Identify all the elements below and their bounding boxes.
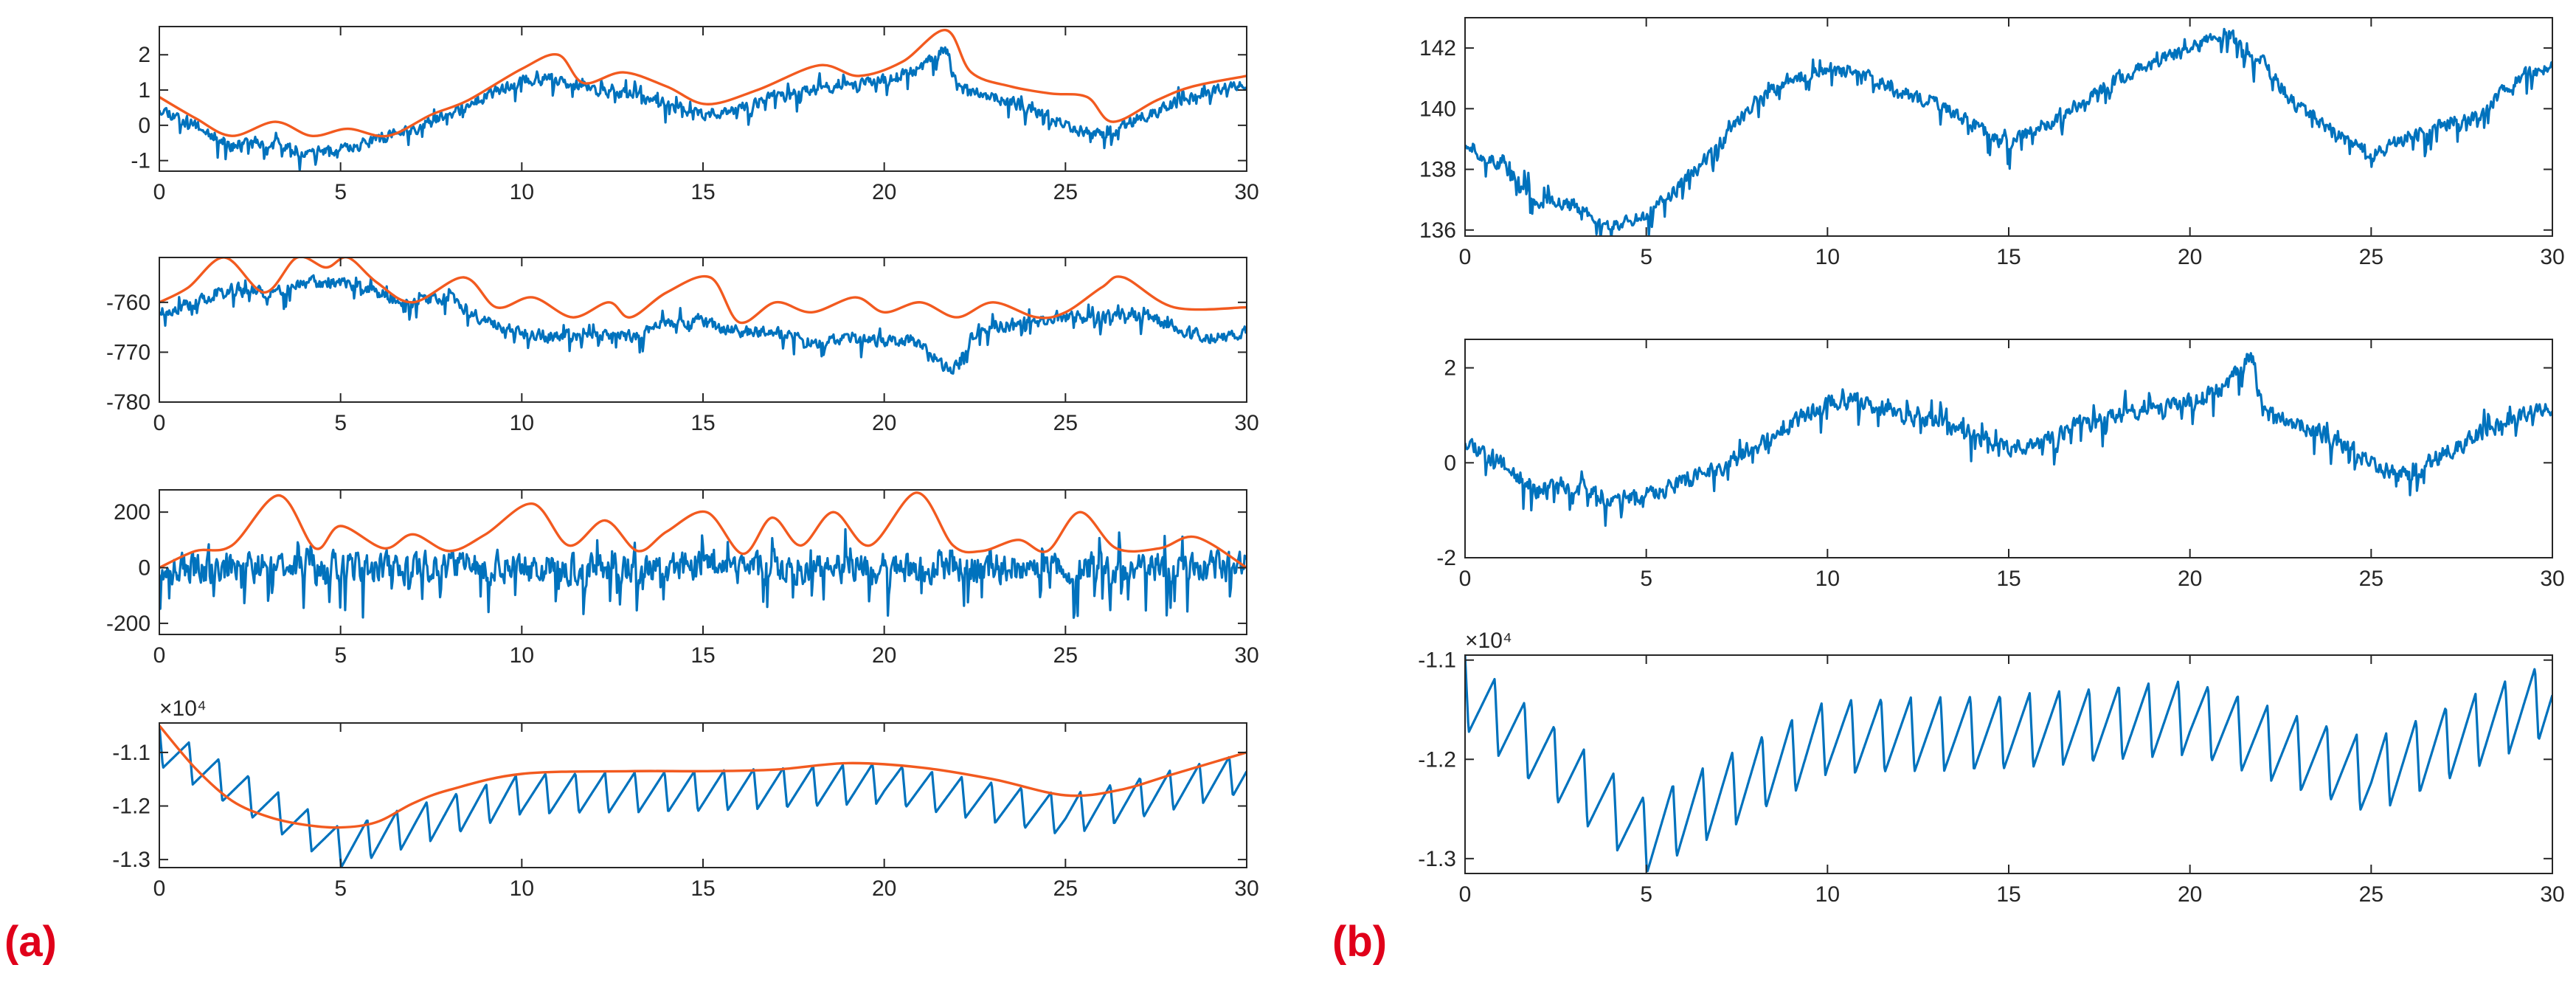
series-a1-signal	[159, 46, 1247, 171]
ytick-label-b1: 142	[1419, 36, 1456, 60]
xtick-label-a2: 15	[690, 411, 715, 435]
xtick-label-b2: 30	[2540, 567, 2564, 591]
chart-a2: 0 5 10 15 20 25 30 -780 -770 -760	[106, 257, 1259, 435]
ytick-label-b1: 136	[1419, 218, 1456, 243]
xtick-label-b2: 20	[2178, 567, 2202, 591]
xtick-label-a4: 5	[334, 876, 347, 901]
ytick-label-b1: 138	[1419, 158, 1456, 182]
xtick-label-b2: 10	[1815, 567, 1840, 591]
xtick-label-a1: 0	[153, 180, 166, 204]
xtick-label-b3: 5	[1640, 882, 1652, 907]
xtick-label-b1: 10	[1815, 245, 1840, 269]
xtick-label-a4: 30	[1234, 876, 1258, 901]
ytick-label-b1: 140	[1419, 97, 1456, 121]
xtick-label-a1: 10	[510, 180, 534, 204]
ytick-label-b3: -1.3	[1418, 847, 1456, 871]
xtick-label-a3: 5	[334, 643, 347, 668]
xtick-label-a1: 20	[872, 180, 896, 204]
xtick-label-a3: 30	[1234, 643, 1258, 668]
chart-b3: 0 5 10 15 20 25 30 -1.3 -1.2 -1.1 ×10⁴	[1418, 629, 2564, 907]
ytick-label-a1: -1	[131, 149, 150, 173]
xtick-label-b1: 20	[2178, 245, 2202, 269]
xtick-label-a4: 25	[1053, 876, 1078, 901]
ytick-label-b3: -1.2	[1418, 747, 1456, 772]
xtick-label-a4: 0	[153, 876, 166, 901]
series-a2-upper-envelope	[159, 257, 1247, 325]
ytick-label-a4: -1.1	[112, 741, 150, 765]
chart-a4: 0 5 10 15 20 25 30 -1.3 -1.2 -1.1 ×10⁴	[112, 696, 1258, 901]
series-b1-signal	[1465, 27, 2552, 236]
xtick-label-a2: 5	[334, 411, 347, 435]
chart-b1: 0 5 10 15 20 25 30 136 138 140 142	[1419, 17, 2565, 269]
series-b2-signal	[1465, 352, 2552, 527]
series-a4-upper-envelope	[159, 724, 1247, 829]
xtick-label-b3: 10	[1815, 882, 1840, 907]
xtick-label-a4: 10	[510, 876, 534, 901]
xtick-label-a4: 20	[872, 876, 896, 901]
ytick-label-a1: 1	[138, 78, 150, 103]
xtick-label-a1: 30	[1234, 180, 1258, 204]
ytick-label-b2: 2	[1444, 356, 1456, 381]
xtick-label-b2: 15	[1996, 567, 2021, 591]
ytick-label-a2: -760	[106, 291, 150, 315]
xtick-label-b1: 25	[2359, 245, 2383, 269]
exponent-label-b3: ×10⁴	[1465, 629, 1512, 653]
panel-label-a: (a)	[4, 918, 57, 966]
xtick-label-a2: 10	[510, 411, 534, 435]
xtick-label-b3: 0	[1459, 882, 1472, 907]
xtick-label-b1: 15	[1996, 245, 2021, 269]
ytick-label-b2: 0	[1444, 451, 1456, 475]
ytick-label-b2: -2	[1436, 546, 1456, 570]
series-a3-upper-envelope	[159, 491, 1247, 570]
xtick-label-a3: 10	[510, 643, 534, 668]
xtick-label-b1: 0	[1459, 245, 1472, 269]
xtick-label-a1: 15	[690, 180, 715, 204]
xtick-label-b2: 5	[1640, 567, 1652, 591]
series-a1-upper-envelope	[159, 29, 1247, 138]
xtick-label-a1: 25	[1053, 180, 1078, 204]
xtick-label-a2: 30	[1234, 411, 1258, 435]
ytick-label-a4: -1.2	[112, 795, 150, 819]
xtick-label-a3: 0	[153, 643, 166, 668]
xtick-label-b3: 15	[1996, 882, 2021, 907]
xtick-label-a3: 15	[690, 643, 715, 668]
series-b3-signal	[1465, 655, 2552, 873]
xtick-label-a2: 0	[153, 411, 166, 435]
ytick-label-a3: 0	[138, 556, 150, 581]
xtick-label-b2: 0	[1459, 567, 1472, 591]
xtick-label-b2: 25	[2359, 567, 2383, 591]
xtick-label-a2: 25	[1053, 411, 1078, 435]
xtick-label-a3: 20	[872, 643, 896, 668]
ytick-label-a2: -770	[106, 340, 150, 364]
xtick-label-a2: 20	[872, 411, 896, 435]
xtick-label-a1: 5	[334, 180, 347, 204]
ytick-label-a1: 0	[138, 114, 150, 138]
ytick-label-a3: 200	[114, 500, 150, 525]
exponent-label-a4: ×10⁴	[159, 696, 207, 721]
xtick-label-b1: 5	[1640, 245, 1652, 269]
xtick-label-b1: 30	[2540, 245, 2564, 269]
xtick-label-b3: 30	[2540, 882, 2564, 907]
series-a3-signal	[159, 527, 1247, 619]
panel-label-b: (b)	[1332, 918, 1387, 966]
ytick-label-a3: -200	[106, 612, 150, 636]
xtick-label-b3: 20	[2178, 882, 2202, 907]
xtick-label-b3: 25	[2359, 882, 2383, 907]
ytick-label-b3: -1.1	[1418, 648, 1456, 673]
xtick-label-a3: 25	[1053, 643, 1078, 668]
chart-b2: 0 5 10 15 20 25 30-202	[1436, 339, 2565, 591]
ytick-label-a1: 2	[138, 43, 150, 67]
xtick-label-a4: 15	[690, 876, 715, 901]
ytick-label-a2: -780	[106, 390, 150, 415]
ytick-label-a4: -1.3	[112, 848, 150, 872]
series-a2-signal	[159, 274, 1247, 375]
